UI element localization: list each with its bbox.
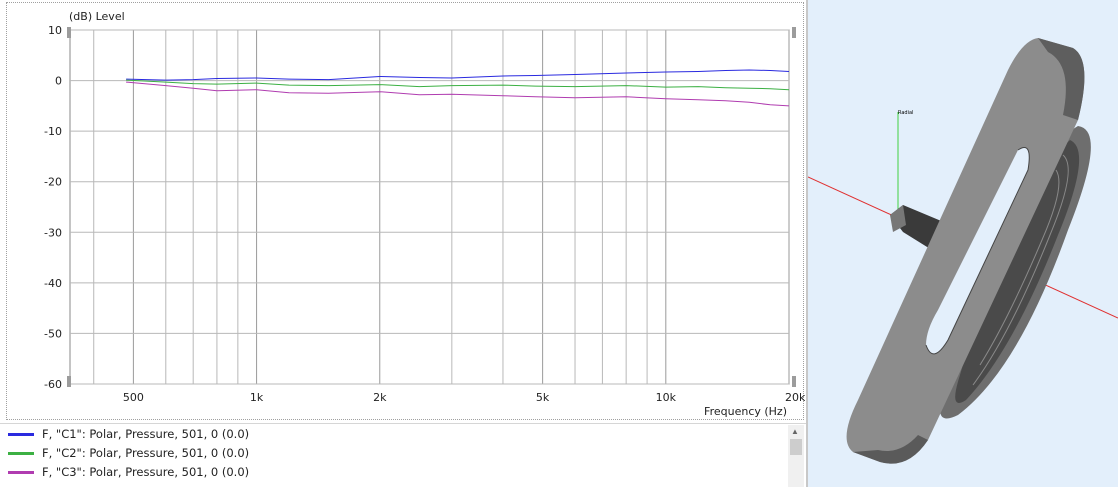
x-tick-label: 20k [785, 391, 805, 404]
x-axis-title: Frequency (Hz) [704, 405, 787, 418]
axis-handle[interactable] [792, 27, 796, 38]
y-tick-label: -60 [44, 378, 62, 391]
x-tick-label: 1k [250, 391, 264, 404]
scrollbar-thumb[interactable] [790, 439, 802, 455]
x-tick-label: 5k [536, 391, 550, 404]
y-tick-label: -10 [44, 125, 62, 138]
radial-axis-label: Radial [898, 110, 913, 116]
scroll-up-icon[interactable]: ▲ [791, 427, 799, 436]
legend-swatch [8, 432, 34, 436]
chart-frame: 10 0 -10 -20 -30 -40 -50 -60 500 1k 2k 5k 10k 20k (dB)… [6, 2, 805, 421]
legend-item[interactable]: F, "C2": Polar, Pressure, 501, 0 (0.0) [8, 444, 249, 462]
legend-item[interactable]: F, "C1": Polar, Pressure, 501, 0 (0.0) [8, 425, 249, 443]
x-tick-label: 10k [656, 391, 677, 404]
legend-swatch [8, 470, 34, 474]
y-tick-label: -20 [44, 176, 62, 189]
axis-handle[interactable] [792, 376, 796, 387]
y-tick-label: -30 [44, 226, 62, 239]
y-tick-label: -50 [44, 327, 62, 340]
legend-panel: F, "C1": Polar, Pressure, 501, 0 (0.0) F… [0, 423, 806, 488]
y-tick-label: 10 [48, 24, 62, 37]
axis-handle[interactable] [67, 376, 71, 387]
driver-model-render: Radial [808, 38, 1118, 464]
legend-swatch [8, 451, 34, 455]
series-line [126, 69, 790, 81]
plot-area [69, 29, 790, 385]
series-line [126, 79, 790, 91]
3d-viewport[interactable]: Radial [808, 0, 1118, 487]
axis-handle[interactable] [67, 27, 71, 38]
y-tick-label: -40 [44, 277, 62, 290]
x-tick-label: 2k [373, 391, 387, 404]
legend-item[interactable]: F, "C3": Polar, Pressure, 501, 0 (0.0) [8, 463, 249, 481]
y-tick-label: 0 [55, 75, 62, 88]
legend-label: F, "C2": Polar, Pressure, 501, 0 (0.0) [42, 446, 250, 460]
legend-scrollbar[interactable]: ▲ [788, 425, 804, 487]
series-line [126, 81, 790, 107]
frame-ring [846, 38, 1085, 464]
y-axis-title: (dB) Level [69, 10, 125, 23]
chart-pane: 10 0 -10 -20 -30 -40 -50 -60 500 1k 2k 5k 10k 20k (dB)… [0, 0, 806, 487]
legend-label: F, "C3": Polar, Pressure, 501, 0 (0.0) [42, 465, 250, 479]
pane-divider[interactable] [806, 0, 808, 487]
x-tick-label: 500 [123, 391, 144, 404]
frequency-response-chart[interactable]: 10 0 -10 -20 -30 -40 -50 -60 500 1k 2k 5k 10k 20k (dB)… [7, 3, 805, 421]
cone-body [940, 126, 1091, 419]
legend-label: F, "C1": Polar, Pressure, 501, 0 (0.0) [42, 427, 250, 441]
